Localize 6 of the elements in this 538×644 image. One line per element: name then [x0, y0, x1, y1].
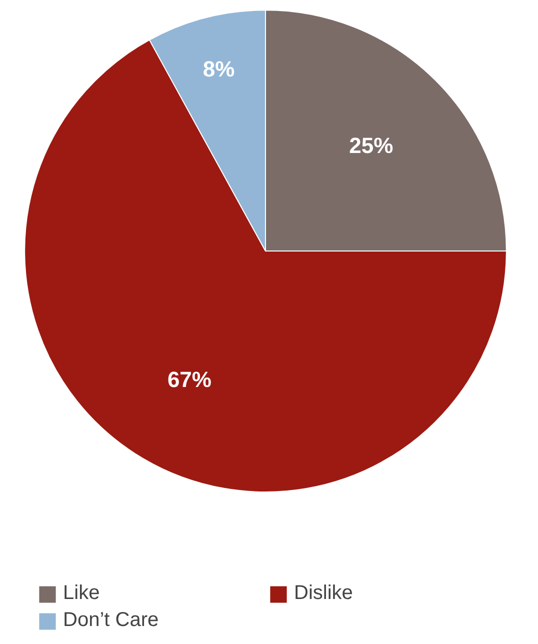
legend-label: Dislike [294, 582, 354, 605]
data-label: 67% [167, 367, 212, 392]
legend-label: Don’t Care [63, 609, 160, 632]
data-label: 25% [349, 132, 394, 158]
data-label: 8% [202, 56, 235, 82]
legend-label: Like [63, 582, 101, 605]
